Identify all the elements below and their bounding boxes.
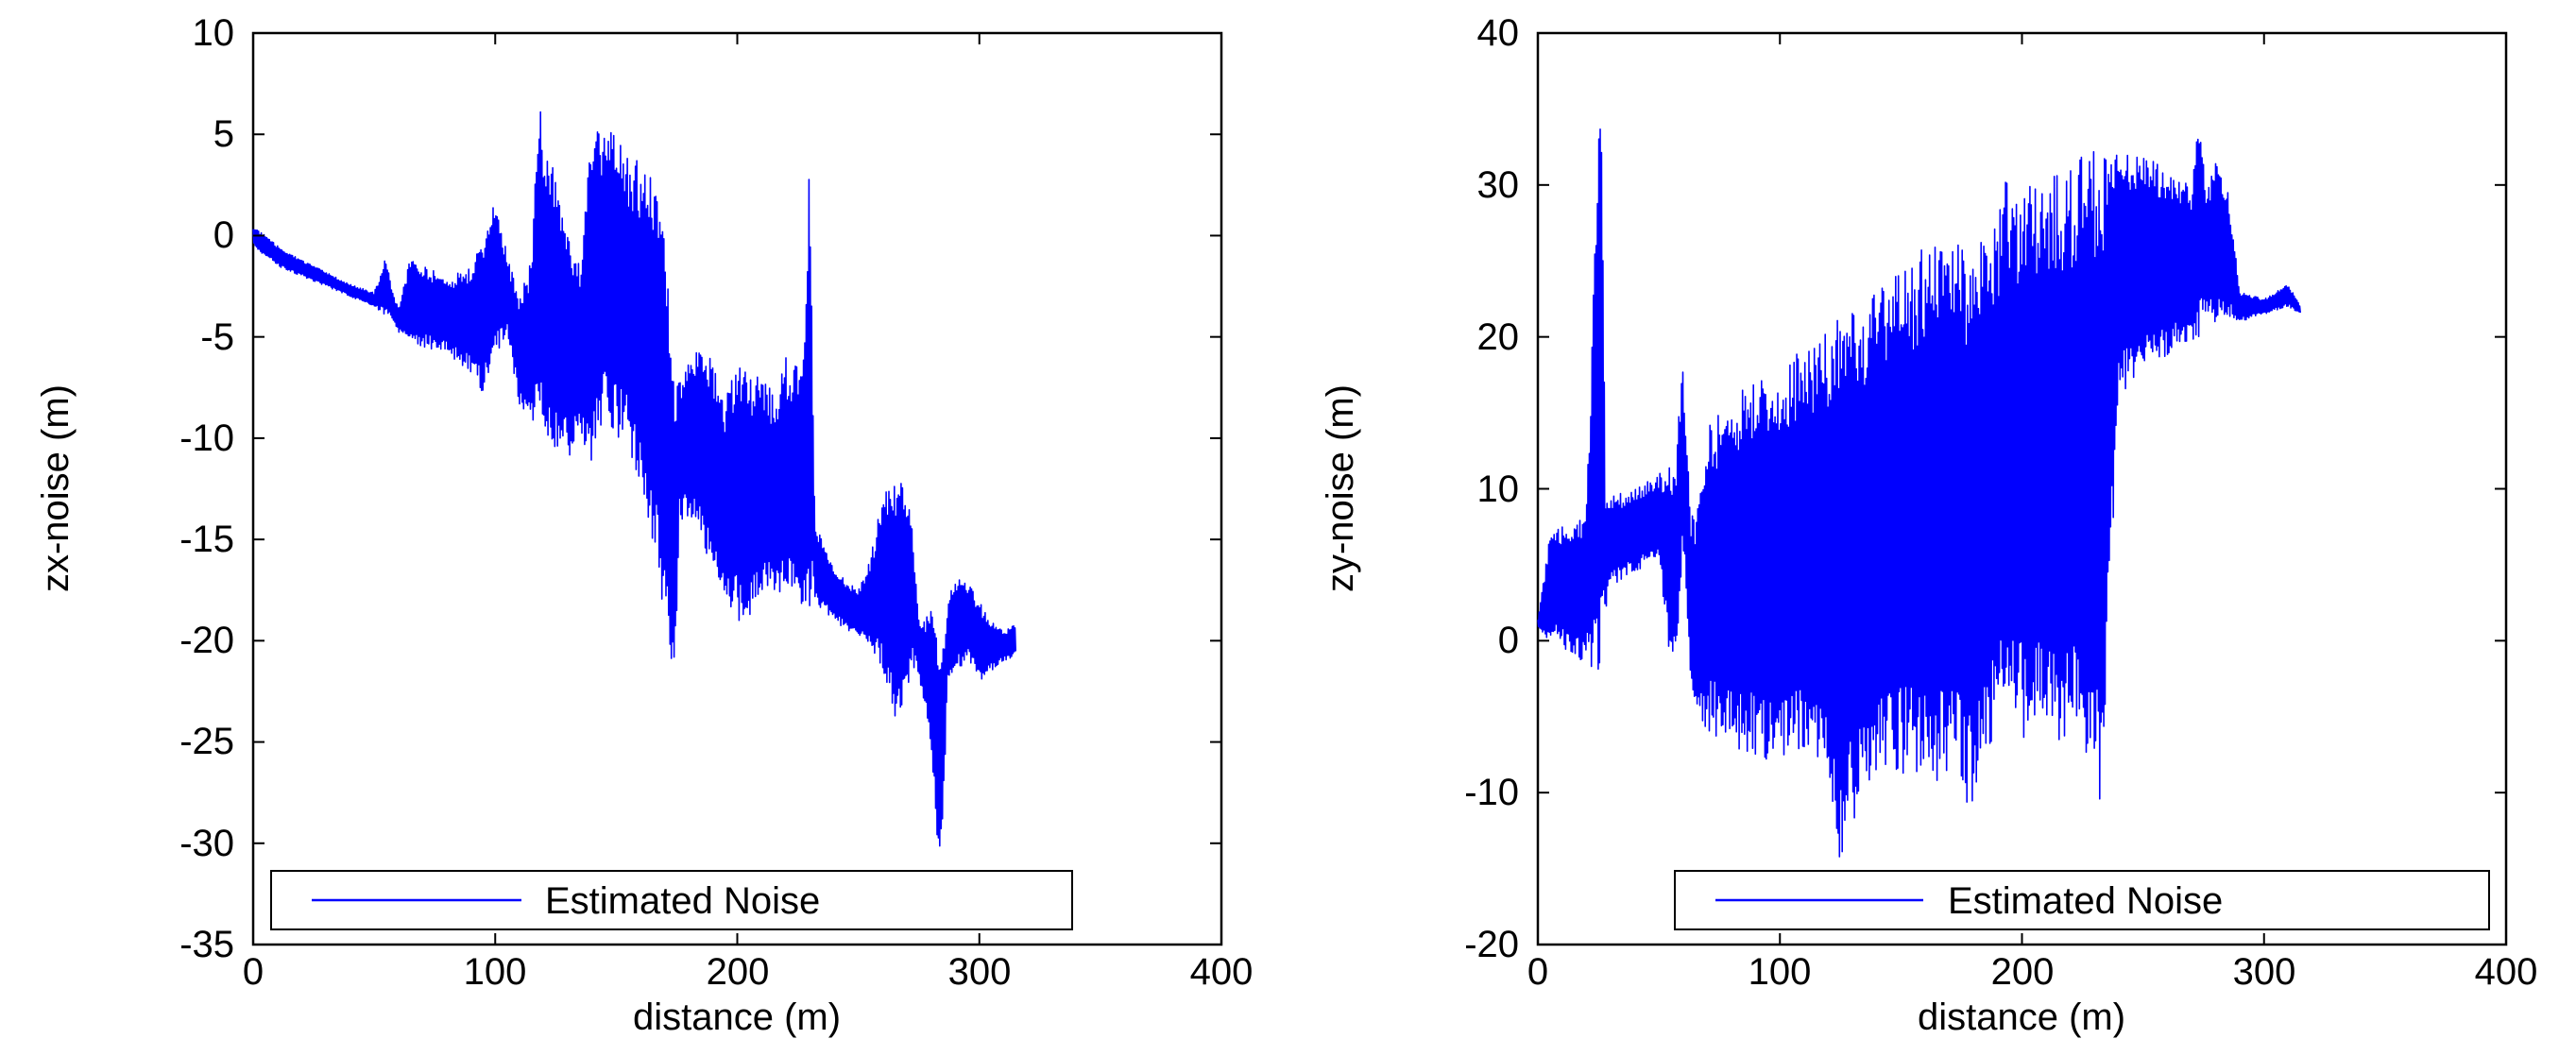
x-tick-label: 100	[1749, 951, 1812, 993]
zy-noise-plot: 40 30 20 10 0 -10 -20 0 100 200 300 400 …	[1320, 12, 2537, 1038]
tick-marks-zx	[252, 32, 1222, 945]
legend-zx: Estimated Noise	[270, 870, 1073, 930]
y-tick-labels-zy: 40 30 20 10 0 -10 -20	[1464, 12, 1519, 965]
y-tick-label: 0	[213, 214, 234, 256]
data-layer-zy	[1537, 128, 2301, 858]
tick-marks-zy	[1537, 32, 2507, 945]
data-layer-zx	[252, 111, 1016, 847]
legend-zy: Estimated Noise	[1674, 870, 2490, 930]
series-line-zx	[252, 111, 1016, 847]
x-tick-label: 200	[1991, 951, 2055, 993]
x-tick-labels-zx: 0 100 200 300 400	[243, 951, 1254, 993]
x-axis-label-zx: distance (m)	[633, 996, 841, 1038]
y-tick-label: 0	[1498, 620, 1519, 661]
y-tick-label: -20	[1464, 924, 1519, 965]
x-tick-labels-zy: 0 100 200 300 400	[1527, 951, 2538, 993]
y-tick-label: -15	[179, 519, 234, 560]
x-tick-label: 200	[707, 951, 770, 993]
y-tick-label: -10	[1464, 772, 1519, 813]
legend-entry-zx: Estimated Noise	[545, 880, 820, 922]
y-tick-label: -30	[179, 823, 234, 864]
x-tick-label: 100	[464, 951, 527, 993]
x-tick-label: 0	[243, 951, 264, 993]
x-axis-label-zy: distance (m)	[1918, 996, 2125, 1038]
y-tick-labels-zx: 10 5 0 -5 -10 -15 -20 -25 -30 -35	[179, 12, 234, 965]
y-tick-label: 40	[1477, 12, 1520, 54]
x-tick-label: 0	[1527, 951, 1548, 993]
y-tick-label: -20	[179, 620, 234, 661]
y-tick-label: 5	[213, 113, 234, 155]
y-tick-label: -35	[179, 924, 234, 965]
y-tick-label: 10	[193, 12, 235, 54]
y-tick-label: 10	[1477, 468, 1520, 510]
y-tick-label: -5	[200, 316, 234, 358]
y-axis-label-zy: zy-noise (m)	[1320, 384, 1361, 592]
zx-noise-plot: 10 5 0 -5 -10 -15 -20 -25 -30 -35 0 100 …	[35, 12, 1253, 1038]
legend-box-zx	[270, 870, 1073, 930]
x-tick-label: 300	[2233, 951, 2296, 993]
y-axis-label-zx: zx-noise (m)	[35, 384, 77, 592]
y-tick-label: -25	[179, 721, 234, 762]
y-tick-label: -10	[179, 417, 234, 459]
x-tick-label: 300	[948, 951, 1012, 993]
y-tick-label: 20	[1477, 316, 1520, 358]
legend-entry-zy: Estimated Noise	[1948, 880, 2223, 922]
y-tick-label: 30	[1477, 164, 1520, 206]
x-tick-label: 400	[2475, 951, 2538, 993]
series-line-zy	[1537, 128, 2301, 858]
x-tick-label: 400	[1190, 951, 1254, 993]
